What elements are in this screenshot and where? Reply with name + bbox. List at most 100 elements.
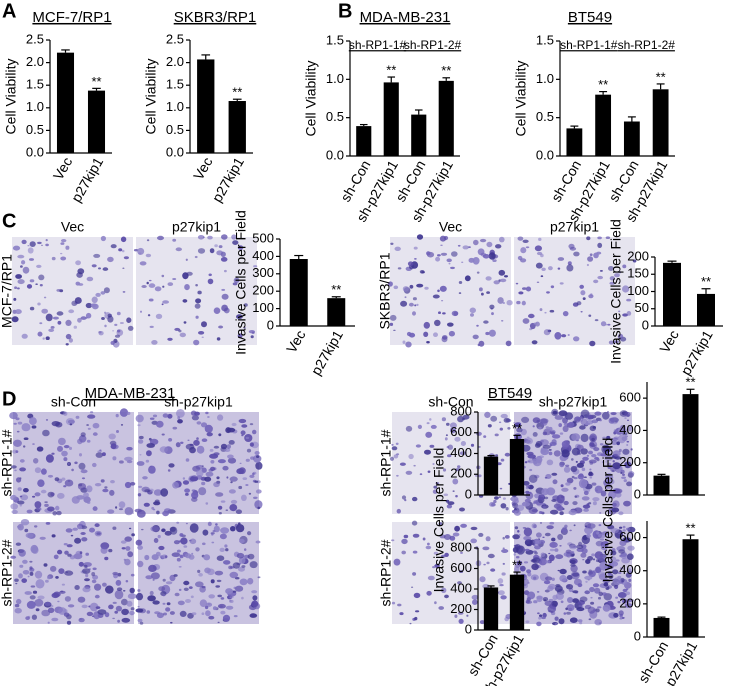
cell-stain [479, 287, 483, 292]
panel-letter: B [338, 0, 352, 22]
cell-stain [427, 470, 431, 473]
cell-stain [482, 546, 490, 551]
cell-stain [528, 313, 535, 319]
cell-stain [607, 525, 615, 530]
cell-stain [137, 606, 140, 608]
cell-stain [454, 525, 460, 532]
cell-stain [486, 291, 490, 294]
cell-stain [555, 554, 564, 560]
cell-stain [19, 459, 25, 463]
cell-stain [169, 526, 176, 532]
cell-stain [41, 308, 48, 314]
cell-stain [66, 544, 73, 548]
cell-stain [141, 285, 147, 288]
cell-stain [593, 279, 599, 284]
cell-stain [507, 427, 511, 430]
cell-stain [584, 590, 590, 595]
cell-stain [535, 455, 543, 464]
bar [356, 126, 372, 156]
cell-stain [622, 285, 630, 293]
cell-stain [533, 524, 537, 528]
cell-stain [137, 618, 143, 623]
cell-stain [254, 500, 263, 509]
cell-stain [527, 454, 536, 459]
cell-stain [391, 444, 394, 446]
cell-stain [623, 500, 631, 507]
cell-stain [587, 571, 593, 575]
cell-stain [602, 436, 607, 439]
cell-stain [422, 537, 426, 541]
cell-stain [194, 303, 201, 309]
cell-stain [551, 499, 557, 502]
cell-stain [79, 618, 82, 620]
cell-stain [91, 264, 97, 268]
cell-stain [407, 261, 414, 267]
cell-stain [610, 528, 619, 534]
bar [197, 59, 215, 153]
cell-stain [443, 534, 452, 540]
cell-stain [246, 448, 252, 453]
cell-stain [45, 243, 49, 247]
cell-stain [433, 485, 438, 489]
cell-stain [58, 568, 65, 574]
cell-stain [613, 340, 619, 344]
image-row-label: sh-RP1-2# [378, 539, 394, 606]
cell-stain [100, 479, 105, 483]
cell-stain [589, 442, 595, 447]
cell-stain [452, 478, 459, 485]
cell-stain [427, 575, 435, 581]
cell-stain [91, 579, 97, 584]
cell-stain [95, 606, 101, 609]
cell-stain [92, 422, 100, 429]
cell-stain [47, 575, 51, 580]
cell-stain [29, 571, 34, 576]
cell-stain [588, 314, 592, 317]
cell-stain [608, 266, 614, 271]
cell-stain [589, 461, 594, 465]
cell-stain [424, 286, 429, 290]
cell-stain [80, 432, 86, 437]
cell-stain [457, 244, 461, 247]
cell-stain [513, 510, 521, 516]
image-column-label: Vec [61, 219, 84, 235]
cell-stain [26, 509, 33, 514]
cell-stain [133, 249, 139, 252]
cell-stain [452, 490, 455, 492]
cell-stain [44, 503, 49, 507]
cell-stain [531, 509, 539, 513]
cell-stain [540, 511, 544, 514]
cell-stain [569, 529, 572, 532]
cell-stain [217, 621, 220, 624]
cell-stain [612, 460, 615, 463]
cell-stain [201, 336, 204, 338]
cell-stain [612, 569, 619, 575]
cell-stain [82, 568, 91, 574]
cell-stain [19, 467, 26, 472]
bar [509, 574, 525, 630]
cell-stain [210, 466, 216, 471]
cell-stain [78, 462, 86, 470]
cell-stain [565, 549, 572, 554]
cell-stain [502, 302, 506, 304]
cell-stain [64, 550, 69, 555]
cell-stain [618, 532, 621, 535]
cell-stain [253, 454, 262, 463]
cell-stain [16, 430, 20, 433]
cell-stain [555, 592, 564, 600]
panel-letter: A [2, 0, 16, 22]
cell-stain [488, 252, 496, 260]
cell-stain [179, 533, 184, 537]
cell-stain [24, 591, 32, 595]
cell-stain [31, 495, 36, 498]
micrograph [138, 412, 259, 514]
cell-stain [42, 429, 50, 437]
cell-stain [201, 438, 208, 443]
cell-stain [249, 442, 254, 447]
significance-mark: ** [386, 62, 396, 77]
cell-stain [557, 569, 560, 572]
cell-stain [112, 571, 119, 576]
cell-stain [498, 590, 505, 596]
significance-mark: ** [232, 85, 242, 100]
cell-stain [592, 497, 600, 502]
